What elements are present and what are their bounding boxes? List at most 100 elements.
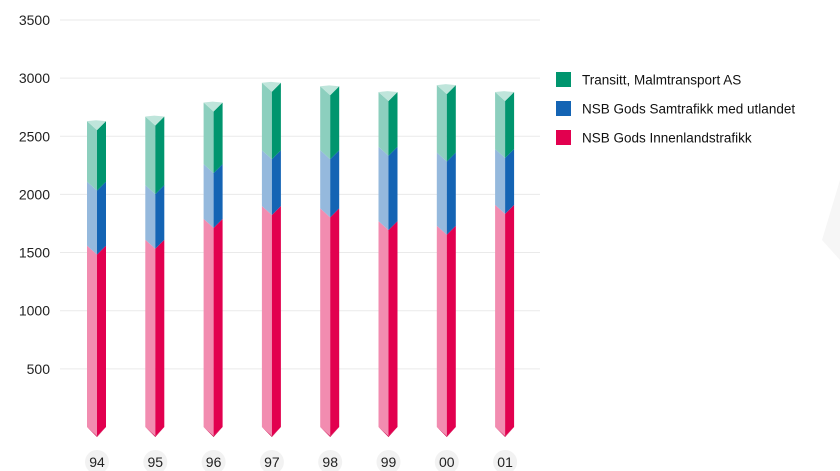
bar-segment-side	[213, 164, 223, 228]
bar-column	[203, 101, 223, 437]
bar-segment-side	[271, 206, 281, 436]
y-tick-label: 3500	[19, 12, 50, 28]
bar-segment-side	[388, 221, 398, 436]
bar-top-cap	[145, 115, 165, 126]
bar-segment	[87, 181, 97, 255]
bar-segment	[320, 208, 331, 436]
x-tick-badge	[201, 450, 226, 471]
bar-segment-side	[271, 150, 281, 216]
bar-segment	[320, 86, 331, 160]
bar-segment	[203, 218, 214, 436]
bar-top-cap	[378, 91, 398, 102]
bar-segment	[436, 85, 447, 162]
x-tick-badge	[434, 450, 459, 471]
bar-segment	[495, 92, 506, 159]
x-tick-badge	[259, 450, 284, 471]
x-axis: 94 95 96 97 98 99 00 01	[85, 450, 518, 471]
bar-segment	[261, 150, 272, 216]
bar-segment-side	[446, 152, 456, 235]
bar-segment-side	[97, 245, 106, 436]
x-tick-label: 01	[497, 454, 513, 470]
bar-segment-side	[505, 92, 515, 159]
bar-top-cap	[203, 101, 223, 112]
bar-column	[495, 91, 515, 437]
x-tick-badge	[493, 450, 518, 471]
legend-label: NSB Gods Innenlandstrafikk	[582, 131, 752, 146]
legend-label: NSB Gods Samtrafikk med utlandet	[582, 102, 795, 117]
bar-segment-side	[97, 181, 106, 255]
bar-segment	[203, 164, 214, 228]
x-tick-label: 96	[206, 454, 222, 470]
watermark-shape	[822, 180, 840, 260]
legend: Transitt, Malmtransport AS NSB Gods Samtr…	[556, 72, 795, 146]
legend-item: Transitt, Malmtransport AS	[556, 72, 741, 88]
bar-segment	[378, 221, 389, 436]
bar-segment	[87, 121, 97, 191]
x-tick-badge	[143, 450, 168, 471]
bar-segment-side	[155, 239, 165, 436]
x-tick-badge	[376, 450, 401, 471]
bar-column	[261, 81, 281, 437]
bar-segment	[87, 245, 97, 436]
x-tick-badge	[318, 450, 343, 471]
gridlines	[60, 19, 540, 370]
y-tick-label: 2000	[19, 186, 50, 202]
bar-segment	[145, 185, 156, 249]
bar-segment	[436, 225, 447, 436]
bar-segment	[145, 116, 156, 195]
bar-segment-side	[155, 116, 165, 195]
y-tick-label: 2500	[19, 128, 50, 144]
bar-segment-side	[271, 82, 281, 160]
bar-top-cap	[436, 84, 456, 95]
bar-segment	[436, 152, 447, 235]
y-tick-label: 1500	[19, 245, 50, 261]
bar-segment-side	[388, 146, 398, 231]
bar-column	[145, 115, 165, 437]
bar-segment	[261, 206, 272, 436]
bar-segment	[320, 150, 331, 218]
bar-segment-side	[330, 86, 340, 160]
bar-column	[87, 120, 106, 437]
x-tick-label: 99	[381, 454, 397, 470]
bar-segment-side	[330, 208, 340, 436]
legend-swatch	[556, 101, 571, 116]
x-tick-label: 97	[264, 454, 280, 470]
bar-segment-side	[505, 204, 515, 436]
bar-column	[320, 85, 340, 437]
bar-top-cap	[495, 91, 515, 102]
bar-segment-side	[330, 150, 340, 218]
bar-segment	[495, 204, 506, 436]
bar-column	[436, 84, 456, 437]
bar-segment-side	[446, 225, 456, 436]
bar-top-cap	[261, 81, 281, 92]
bar-segment	[145, 239, 156, 436]
bar-segment-side	[97, 121, 106, 191]
y-axis: 500 1000 1500 2000 2500 3000 3500	[19, 12, 50, 377]
bar-segment	[378, 146, 389, 231]
bar-segment	[203, 102, 214, 174]
bar-segment-side	[446, 85, 456, 162]
legend-swatch	[556, 72, 571, 87]
bars	[87, 81, 515, 437]
bar-segment	[378, 92, 389, 156]
x-tick-label: 94	[89, 454, 105, 470]
legend-label: Transitt, Malmtransport AS	[582, 73, 741, 88]
y-tick-label: 3000	[19, 70, 50, 86]
y-tick-label: 500	[27, 361, 51, 377]
bar-segment-side	[213, 218, 223, 436]
legend-item: NSB Gods Samtrafikk med utlandet	[556, 101, 795, 117]
bar-segment-side	[155, 185, 165, 249]
bar-column	[378, 91, 398, 437]
x-tick-label: 98	[322, 454, 338, 470]
bar-top-cap	[87, 120, 106, 131]
legend-swatch	[556, 130, 571, 145]
x-tick-label: 00	[439, 454, 455, 470]
x-tick-label: 95	[148, 454, 164, 470]
bar-segment-side	[388, 92, 398, 156]
bar-segment-side	[505, 149, 515, 214]
y-tick-label: 1000	[19, 303, 50, 319]
bar-segment	[261, 82, 272, 160]
bar-segment	[495, 149, 506, 214]
legend-item: NSB Gods Innenlandstrafikk	[556, 130, 752, 146]
